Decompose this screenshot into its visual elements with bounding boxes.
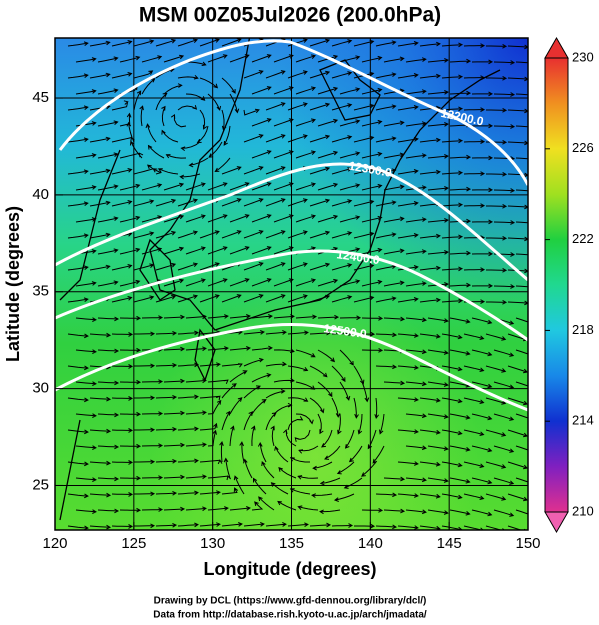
colorbar-extend: [544, 36, 569, 59]
y-axis-title: Latitude (degrees): [3, 206, 23, 362]
x-tick-label: 130: [200, 535, 225, 552]
colorbar-tick-label: 222: [572, 231, 594, 246]
y-tick-label: 40: [32, 186, 49, 203]
colorbar-tick-label: 218: [572, 322, 594, 337]
x-tick-label: 145: [437, 535, 462, 552]
y-tick-label: 25: [32, 476, 49, 493]
colorbar-tick-label: 226: [572, 140, 594, 155]
x-tick-label: 135: [279, 535, 304, 552]
credit: Drawing by DCL (https://www.gfd-dennou.o…: [154, 596, 427, 607]
colorbar: [544, 57, 569, 513]
colorbar-tick-label: 214: [572, 413, 594, 428]
colorbar-tick-label: 230: [572, 49, 594, 64]
x-tick-label: 140: [358, 535, 383, 552]
field: 12200.0 12300.0 12400.0 12500.0: [55, 38, 528, 530]
title: MSM 00Z05Jul2026 (200.0hPa): [139, 4, 441, 27]
x-tick-label: 150: [515, 535, 540, 552]
contour-label: 12400.0: [336, 247, 381, 267]
streamlines: [67, 38, 528, 530]
contours: [55, 39, 528, 412]
y-tick-label: 45: [32, 89, 49, 106]
y-tick-label: 35: [32, 283, 49, 300]
colorbar-tick-label: 210: [572, 503, 594, 518]
x-axis-title: Longitude (degrees): [203, 559, 376, 579]
colorbar-extend: [544, 511, 569, 534]
credit: Data from http://database.rish.kyoto-u.a…: [153, 610, 427, 621]
contour-label: 12500.0: [323, 321, 368, 341]
x-tick-label: 120: [42, 535, 67, 552]
x-tick-label: 125: [121, 535, 146, 552]
y-tick-label: 30: [32, 380, 49, 397]
